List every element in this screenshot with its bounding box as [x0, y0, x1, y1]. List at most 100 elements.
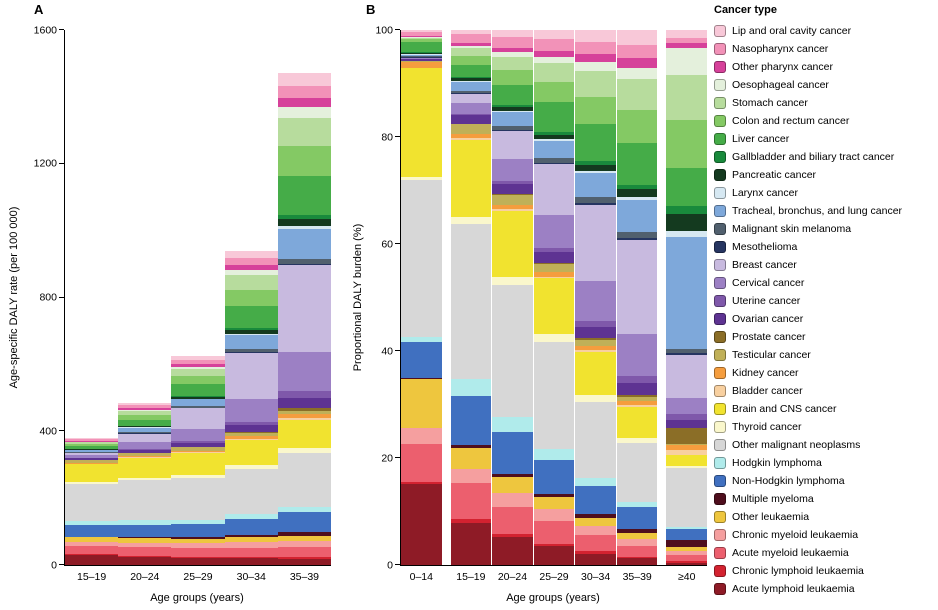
segment-Bladder cancer: [171, 452, 225, 454]
legend-item: Multiple myeloma: [714, 490, 936, 508]
segment-Kidney cancer: [118, 455, 172, 458]
segment-Acute lymphoid leukaemia: [666, 563, 708, 565]
segment-Nasopharynx cancer: [171, 359, 225, 365]
segment-Stomach cancer: [492, 56, 533, 70]
segment-Malignant skin melanoma: [575, 197, 616, 203]
segment-Other pharynx cancer: [65, 441, 119, 442]
segment-Pancreatic cancer: [224, 330, 278, 334]
legend-label: Gallbladder and biliary tract cancer: [732, 151, 895, 163]
segment-Brain and CNS cancer: [401, 68, 442, 177]
segment-Acute myeloid leukaemia: [533, 521, 575, 544]
segment-Chronic myeloid leukaemia: [616, 538, 658, 546]
y-tick-mark: [59, 430, 64, 432]
segment-Hodgkin lymphoma: [65, 520, 119, 525]
segment-Hodgkin lymphoma: [450, 379, 492, 397]
segment-Pancreatic cancer: [277, 218, 332, 226]
segment-Testicular cancer: [450, 124, 492, 135]
segment-Chronic myeloid leukaemia: [65, 542, 119, 546]
segment-Testicular cancer: [171, 447, 225, 451]
segment-Brain and CNS cancer: [277, 419, 332, 448]
segment-Acute myeloid leukaemia: [616, 545, 658, 557]
segment-Nasopharynx cancer: [492, 36, 533, 48]
legend-label: Oesophageal cancer: [732, 79, 829, 91]
legend-item: Prostate cancer: [714, 328, 936, 346]
segment-Acute lymphoid leukaemia: [533, 546, 575, 565]
segment-Non-Hodgkin lymphoma: [492, 431, 533, 474]
segment-Other malignant neoplasms: [492, 284, 533, 418]
legend-label: Other malignant neoplasms: [732, 439, 861, 451]
segment-Acute myeloid leukaemia: [224, 547, 278, 557]
segment-Tracheal, bronchus, and lung cancer: [401, 54, 442, 57]
segment-Liver cancer: [616, 142, 658, 185]
legend-swatch: [714, 403, 726, 415]
segment-Cervical cancer: [533, 215, 575, 248]
segment-Brain and CNS cancer: [171, 453, 225, 475]
segment-Lip and oral cavity cancer: [575, 30, 616, 42]
segment-Chronic lymphoid leukaemia: [575, 551, 616, 554]
segment-Bladder cancer: [118, 457, 172, 458]
segment-Other malignant neoplasms: [533, 341, 575, 449]
segment-Colon and rectum cancer: [616, 110, 658, 143]
segment-Mesothelioma: [575, 202, 616, 205]
legend-swatch: [714, 133, 726, 145]
segment-Chronic lymphoid leukaemia: [224, 556, 278, 559]
segment-Mesothelioma: [492, 130, 533, 132]
segment-Multiple myeloma: [277, 531, 332, 536]
segment-Cervical cancer: [616, 334, 658, 376]
segment-Tracheal, bronchus, and lung cancer: [277, 228, 332, 259]
segment-Prostate cancer: [492, 193, 533, 196]
y-tick-mark: [59, 296, 64, 298]
legend-label: Non-Hodgkin lymphoma: [732, 475, 845, 487]
segment-Testicular cancer: [666, 444, 708, 445]
segment-Acute myeloid leukaemia: [401, 443, 442, 482]
legend-label: Tracheal, bronchus, and lung cancer: [732, 205, 903, 217]
x-tick-label: 30–34: [581, 571, 611, 583]
segment-Larynx cancer: [533, 138, 575, 141]
segment-Prostate cancer: [616, 394, 658, 398]
panel-a-label: A: [34, 2, 44, 17]
segment-Gallbladder and biliary tract cancer: [575, 161, 616, 165]
segment-Larynx cancer: [575, 170, 616, 174]
segment-Tracheal, bronchus, and lung cancer: [118, 427, 172, 432]
segment-Non-Hodgkin lymphoma: [616, 506, 658, 529]
legend-label: Cervical cancer: [732, 277, 805, 289]
segment-Ovarian cancer: [666, 420, 708, 429]
segment-Breast cancer: [277, 265, 332, 353]
segment-Oesophageal cancer: [492, 52, 533, 57]
bar-20–24: 20–24: [492, 30, 533, 583]
legend-label: Lip and oral cavity cancer: [732, 25, 852, 37]
legend-label: Breast cancer: [732, 259, 797, 271]
segment-Tracheal, bronchus, and lung cancer: [171, 399, 225, 406]
segment-Mesothelioma: [666, 352, 708, 355]
segment-Thyroid cancer: [171, 474, 225, 478]
segment-Kidney cancer: [401, 62, 442, 68]
segment-Multiple myeloma: [492, 473, 533, 477]
segment-Other leukaemia: [575, 517, 616, 526]
segment-Gallbladder and biliary tract cancer: [401, 52, 442, 53]
x-tick-label: 25–29: [183, 571, 213, 583]
bar-≥40: ≥40: [666, 30, 708, 583]
x-tick-label: 25–29: [539, 571, 569, 583]
legend-swatch: [714, 511, 726, 523]
segment-Chronic lymphoid leukaemia: [118, 555, 172, 557]
legend-swatch: [714, 97, 726, 109]
legend-label: Acute lymphoid leukaemia: [732, 583, 855, 595]
segment-Tracheal, bronchus, and lung cancer: [575, 173, 616, 198]
segment-Ovarian cancer: [277, 397, 332, 409]
segment-Tracheal, bronchus, and lung cancer: [450, 82, 492, 91]
segment-Chronic lymphoid leukaemia: [450, 518, 492, 523]
bars: 0–14 15–19 20–24 25–29 30–34 35–39 ≥40: [401, 30, 708, 583]
segment-Acute lymphoid leukaemia: [450, 522, 492, 565]
segment-Gallbladder and biliary tract cancer: [118, 425, 172, 427]
segment-Other pharynx cancer: [533, 50, 575, 57]
legend-label: Malignant skin melanoma: [732, 223, 852, 235]
segment-Mesothelioma: [171, 407, 225, 409]
legend-list: Lip and oral cavity cancer Nasopharynx ca…: [714, 22, 936, 598]
segment-Brain and CNS cancer: [616, 407, 658, 438]
segment-Breast cancer: [533, 164, 575, 216]
segment-Bladder cancer: [401, 67, 442, 69]
legend-swatch: [714, 223, 726, 235]
segment-Chronic lymphoid leukaemia: [616, 556, 658, 559]
legend-item: Cervical cancer: [714, 274, 936, 292]
segment-Colon and rectum cancer: [401, 39, 442, 42]
